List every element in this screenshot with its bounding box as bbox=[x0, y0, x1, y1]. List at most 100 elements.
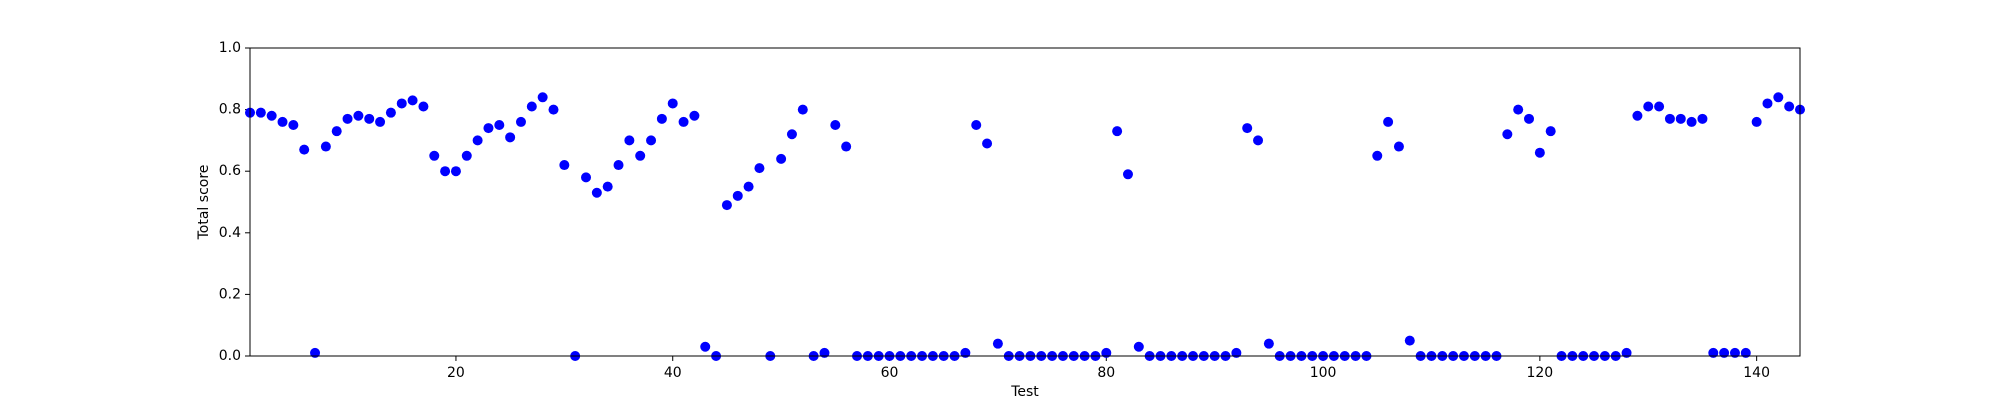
data-point bbox=[581, 172, 592, 183]
data-point bbox=[1101, 347, 1112, 358]
y-tick-label: 0.6 bbox=[219, 163, 241, 179]
data-point bbox=[396, 98, 407, 109]
y-tick-label: 0.4 bbox=[219, 225, 241, 241]
data-point bbox=[1242, 123, 1253, 134]
data-point bbox=[1664, 113, 1675, 124]
data-point bbox=[353, 110, 364, 121]
data-point bbox=[537, 92, 548, 103]
y-tick-label: 1.0 bbox=[219, 40, 241, 56]
data-point bbox=[1112, 126, 1123, 137]
x-tick-label: 20 bbox=[447, 365, 465, 381]
data-point bbox=[1534, 147, 1545, 158]
x-tick-label: 120 bbox=[1526, 365, 1553, 381]
data-point bbox=[1675, 113, 1686, 124]
data-point bbox=[602, 181, 613, 192]
data-point bbox=[515, 116, 526, 127]
data-point bbox=[385, 107, 396, 118]
x-tick-label: 80 bbox=[1097, 365, 1115, 381]
data-point bbox=[1122, 169, 1133, 180]
data-point bbox=[418, 101, 429, 112]
data-point bbox=[277, 116, 288, 127]
data-point bbox=[776, 153, 787, 164]
data-point bbox=[310, 347, 321, 358]
data-point bbox=[559, 160, 570, 171]
data-point bbox=[960, 347, 971, 358]
x-tick-label: 140 bbox=[1743, 365, 1770, 381]
data-point bbox=[375, 116, 386, 127]
y-tick-label: 0.2 bbox=[219, 286, 241, 302]
data-point bbox=[342, 113, 353, 124]
data-point bbox=[526, 101, 537, 112]
data-point bbox=[1697, 113, 1708, 124]
y-axis-label: Total score bbox=[196, 165, 212, 241]
data-point bbox=[1524, 113, 1535, 124]
x-tick-label: 100 bbox=[1310, 365, 1337, 381]
data-point bbox=[678, 116, 689, 127]
data-point bbox=[1513, 104, 1524, 115]
data-point bbox=[830, 120, 841, 130]
data-point bbox=[656, 113, 667, 124]
data-point bbox=[450, 166, 461, 177]
x-axis-label: Test bbox=[1010, 384, 1039, 400]
data-point bbox=[624, 135, 635, 146]
data-point bbox=[1253, 135, 1264, 146]
data-point bbox=[700, 341, 711, 352]
data-point bbox=[635, 150, 646, 161]
data-point bbox=[1404, 335, 1415, 346]
data-point bbox=[689, 110, 700, 121]
data-point bbox=[505, 132, 516, 143]
data-point bbox=[1263, 338, 1274, 349]
data-point bbox=[841, 141, 852, 152]
data-point bbox=[754, 163, 765, 174]
data-point bbox=[364, 113, 375, 124]
data-point bbox=[1784, 101, 1795, 112]
data-point bbox=[548, 104, 559, 115]
data-point bbox=[992, 338, 1003, 349]
data-point bbox=[331, 126, 342, 137]
data-point bbox=[1729, 347, 1740, 358]
data-point bbox=[613, 160, 624, 171]
data-point bbox=[1708, 347, 1719, 358]
data-point bbox=[1773, 92, 1784, 103]
data-point bbox=[721, 200, 732, 211]
data-point bbox=[1621, 347, 1632, 358]
data-point bbox=[429, 150, 440, 161]
data-point bbox=[732, 190, 743, 201]
data-point bbox=[1751, 116, 1762, 127]
data-point bbox=[1643, 101, 1654, 112]
data-point bbox=[472, 135, 483, 146]
data-point bbox=[1740, 347, 1751, 358]
data-point bbox=[1762, 98, 1773, 109]
data-point bbox=[407, 95, 418, 106]
data-point bbox=[461, 150, 472, 161]
data-point bbox=[786, 129, 797, 140]
data-point bbox=[646, 135, 657, 146]
data-point bbox=[1372, 150, 1383, 161]
data-point bbox=[1719, 347, 1730, 358]
data-point bbox=[1686, 116, 1697, 127]
data-point bbox=[591, 187, 602, 198]
data-point bbox=[1393, 141, 1404, 152]
data-point bbox=[971, 120, 982, 130]
data-point bbox=[483, 123, 494, 134]
data-point bbox=[1654, 101, 1665, 112]
y-tick-label: 0.8 bbox=[219, 102, 241, 118]
data-point bbox=[1632, 110, 1643, 121]
data-point bbox=[1133, 341, 1144, 352]
data-point bbox=[819, 347, 830, 358]
data-point bbox=[299, 144, 310, 155]
data-point bbox=[982, 138, 993, 149]
data-point bbox=[288, 120, 299, 130]
data-point bbox=[494, 120, 505, 130]
data-point bbox=[1545, 126, 1556, 137]
x-tick-label: 40 bbox=[664, 365, 682, 381]
data-point bbox=[320, 141, 331, 152]
data-point bbox=[1502, 129, 1513, 140]
data-point bbox=[255, 107, 266, 118]
data-point bbox=[667, 98, 678, 109]
data-point bbox=[440, 166, 451, 177]
y-tick-label: 0.0 bbox=[219, 348, 241, 364]
